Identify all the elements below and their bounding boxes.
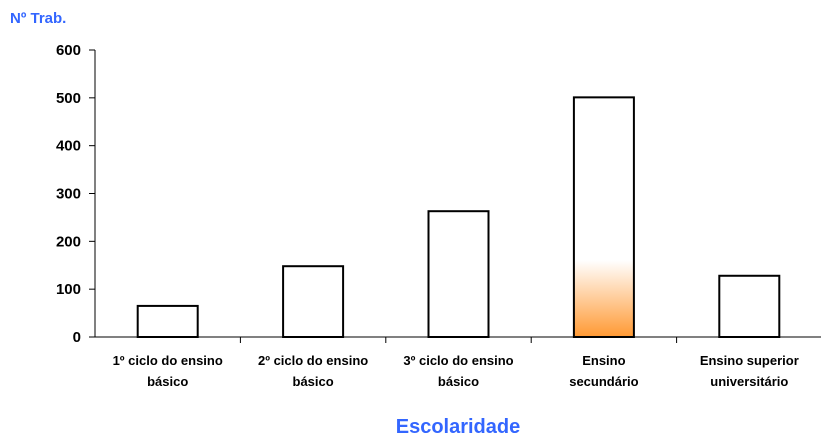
y-tick-label: 200 [56, 233, 81, 250]
x-tick-label: secundário [569, 374, 638, 389]
bar [282, 265, 345, 338]
y-tick-label: 100 [56, 281, 81, 298]
y-tick-label: 600 [56, 42, 81, 59]
x-tick-label: 2º ciclo do ensino [258, 353, 368, 368]
x-tick-labels: 1º ciclo do ensino básico 2º ciclo do ensi… [113, 353, 799, 389]
x-tick-label: 1º ciclo do ensino [113, 353, 223, 368]
y-tick-label: 300 [56, 186, 81, 203]
x-tick-label: básico [293, 374, 334, 389]
y-tick-label: 0 [73, 329, 81, 346]
bar [572, 96, 635, 339]
x-tick-label: básico [147, 374, 188, 389]
x-tick-label: Ensino [582, 353, 625, 368]
y-tick-label: 400 [56, 138, 81, 155]
x-tick-label: Ensino superior [700, 353, 799, 368]
bar [427, 210, 490, 338]
x-axis-title: Escolaridade [396, 416, 521, 438]
bar [718, 274, 781, 339]
y-tick-label: 500 [56, 90, 81, 107]
bars [136, 96, 781, 339]
bar [136, 304, 199, 338]
x-tick-label: universitário [710, 374, 788, 389]
x-tick-label: 3º ciclo do ensino [403, 353, 513, 368]
y-axis: 0 100 200 300 400 500 600 [56, 42, 96, 346]
x-tick-label: básico [438, 374, 479, 389]
y-axis-title: Nº Trab. [10, 10, 66, 27]
